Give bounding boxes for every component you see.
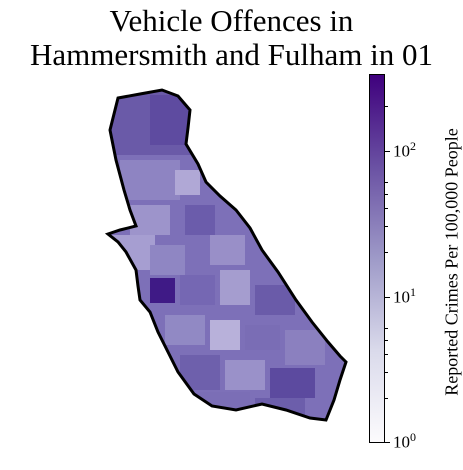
map-region	[285, 330, 325, 365]
colorbar-minor-tick	[385, 252, 388, 253]
title-line-2: Hammersmith and Fulham in 01	[30, 37, 433, 72]
colorbar-tick-mark	[385, 297, 390, 298]
map-region	[150, 245, 185, 275]
map-region	[150, 278, 175, 303]
map-region	[245, 325, 280, 350]
map-region	[210, 320, 240, 350]
colorbar-tick-mark	[385, 151, 390, 152]
colorbar-tick-label: 102	[393, 139, 416, 161]
map-region	[180, 275, 215, 305]
title-line-1: Vehicle Offences in	[109, 3, 354, 38]
colorbar-minor-tick	[385, 354, 388, 355]
map-region	[270, 368, 315, 398]
colorbar-tick-label: 101	[393, 285, 416, 307]
colorbar-minor-tick	[385, 226, 388, 227]
colorbar-minor-tick	[385, 328, 388, 329]
map-region	[130, 205, 170, 235]
colorbar-minor-tick	[385, 106, 388, 107]
colorbar-minor-tick	[385, 340, 388, 341]
map-title: Vehicle Offences in Hammersmith and Fulh…	[0, 4, 463, 72]
colorbar-minor-tick	[385, 208, 388, 209]
map-region	[220, 270, 250, 305]
colorbar	[369, 74, 385, 443]
colorbar-label: Reported Crimes Per 100,000 People	[441, 128, 462, 396]
map-region	[210, 235, 245, 265]
map-regions	[108, 90, 346, 420]
colorbar-tick-mark	[385, 442, 390, 443]
colorbar-tick-label: 100	[393, 430, 416, 452]
colorbar-minor-tick	[385, 398, 388, 399]
map-region	[165, 315, 205, 345]
map-region	[225, 360, 265, 390]
map-region	[175, 170, 200, 195]
map-region	[185, 205, 215, 235]
colorbar-minor-tick	[385, 182, 388, 183]
colorbar-minor-tick	[385, 194, 388, 195]
map-region	[120, 160, 180, 200]
colorbar-minor-tick	[385, 372, 388, 373]
